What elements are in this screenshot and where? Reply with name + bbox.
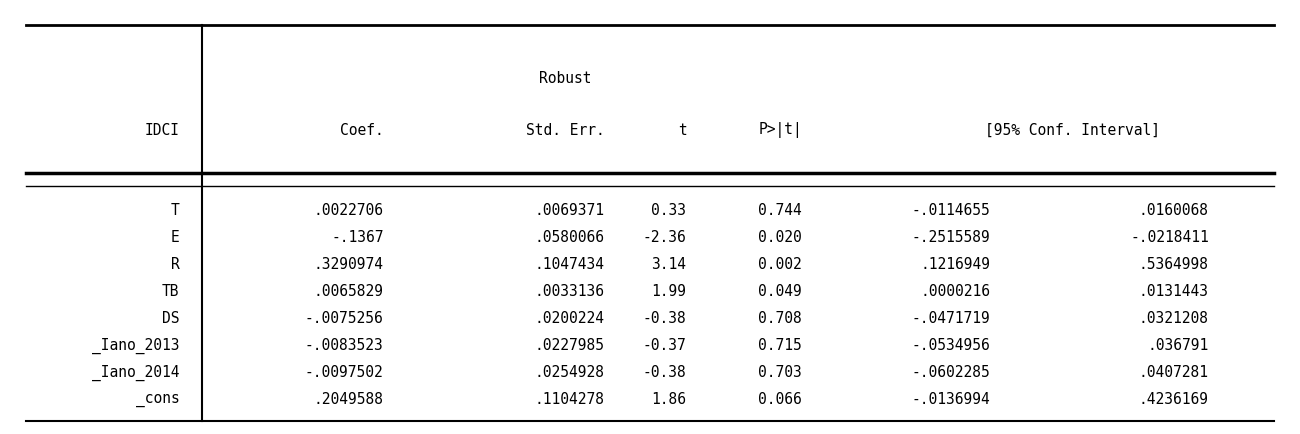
Text: -.2515589: -.2515589 — [911, 230, 991, 245]
Text: .1216949: .1216949 — [920, 257, 991, 272]
Text: -.1367: -.1367 — [332, 230, 384, 245]
Text: .0160068: .0160068 — [1139, 203, 1209, 218]
Text: .2049588: .2049588 — [313, 391, 384, 406]
Text: .0065829: .0065829 — [313, 284, 384, 299]
Text: -.0218411: -.0218411 — [1130, 230, 1209, 245]
Text: _cons: _cons — [135, 391, 179, 406]
Text: .0227985: .0227985 — [534, 338, 604, 352]
Text: 1.86: 1.86 — [651, 391, 686, 406]
Text: T: T — [170, 203, 179, 218]
Text: .5364998: .5364998 — [1139, 257, 1209, 272]
Text: .0069371: .0069371 — [534, 203, 604, 218]
Text: 0.744: 0.744 — [758, 203, 802, 218]
Text: -.0602285: -.0602285 — [911, 365, 991, 379]
Text: .0407281: .0407281 — [1139, 365, 1209, 379]
Text: .0580066: .0580066 — [534, 230, 604, 245]
Text: [95% Conf. Interval]: [95% Conf. Interval] — [985, 123, 1160, 138]
Text: -0.38: -0.38 — [642, 311, 686, 326]
Text: -0.37: -0.37 — [642, 338, 686, 352]
Text: Coef.: Coef. — [339, 123, 384, 138]
Text: DS: DS — [162, 311, 179, 326]
Text: 0.708: 0.708 — [758, 311, 802, 326]
Text: .3290974: .3290974 — [313, 257, 384, 272]
Text: P>|t|: P>|t| — [758, 122, 802, 138]
Text: .0321208: .0321208 — [1139, 311, 1209, 326]
Text: 0.703: 0.703 — [758, 365, 802, 379]
Text: 1.99: 1.99 — [651, 284, 686, 299]
Text: 0.020: 0.020 — [758, 230, 802, 245]
Text: .0254928: .0254928 — [534, 365, 604, 379]
Text: 0.049: 0.049 — [758, 284, 802, 299]
Text: -2.36: -2.36 — [642, 230, 686, 245]
Text: -.0075256: -.0075256 — [304, 311, 384, 326]
Text: TB: TB — [162, 284, 179, 299]
Text: -.0136994: -.0136994 — [911, 391, 991, 406]
Text: .0000216: .0000216 — [920, 284, 991, 299]
Text: _Iano_2014: _Iano_2014 — [92, 364, 179, 380]
Text: 0.33: 0.33 — [651, 203, 686, 218]
Text: R: R — [170, 257, 179, 272]
Text: 0.066: 0.066 — [758, 391, 802, 406]
Text: .036791: .036791 — [1148, 338, 1209, 352]
Text: .0131443: .0131443 — [1139, 284, 1209, 299]
Text: 0.002: 0.002 — [758, 257, 802, 272]
Text: .0033136: .0033136 — [534, 284, 604, 299]
Text: .1104278: .1104278 — [534, 391, 604, 406]
Text: -.0471719: -.0471719 — [911, 311, 991, 326]
Text: IDCI: IDCI — [144, 123, 179, 138]
Text: _Iano_2013: _Iano_2013 — [92, 337, 179, 353]
Text: .4236169: .4236169 — [1139, 391, 1209, 406]
Text: t: t — [677, 123, 686, 138]
Text: 3.14: 3.14 — [651, 257, 686, 272]
Text: .0022706: .0022706 — [313, 203, 384, 218]
Text: -.0097502: -.0097502 — [304, 365, 384, 379]
Text: Std. Err.: Std. Err. — [526, 123, 604, 138]
Text: -.0534956: -.0534956 — [911, 338, 991, 352]
Text: .0200224: .0200224 — [534, 311, 604, 326]
Text: 0.715: 0.715 — [758, 338, 802, 352]
Text: -.0083523: -.0083523 — [304, 338, 384, 352]
Text: -.0114655: -.0114655 — [911, 203, 991, 218]
Text: -0.38: -0.38 — [642, 365, 686, 379]
Text: E: E — [170, 230, 179, 245]
Text: Robust: Robust — [540, 71, 592, 85]
Text: .1047434: .1047434 — [534, 257, 604, 272]
